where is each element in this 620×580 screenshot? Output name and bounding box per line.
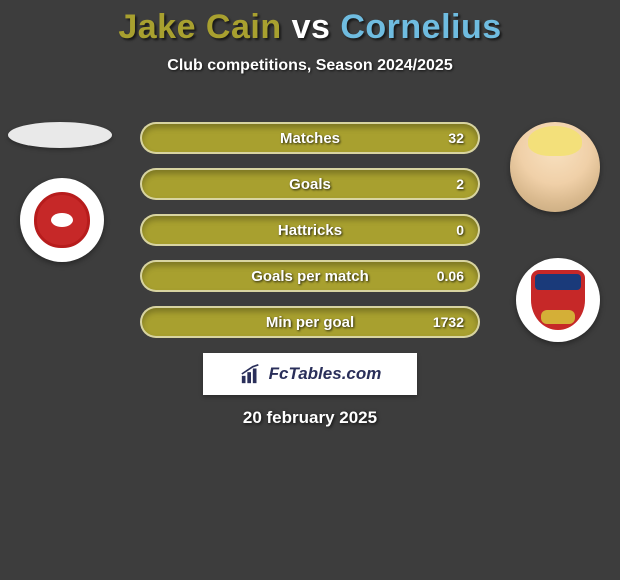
stat-label: Goals per match xyxy=(251,268,369,285)
page-title: Jake Cain vs Cornelius xyxy=(0,0,620,47)
title-player1: Jake Cain xyxy=(118,8,281,46)
stat-value: 0 xyxy=(456,222,464,238)
fctables-label: FcTables.com xyxy=(269,364,382,384)
stat-label: Min per goal xyxy=(266,314,354,331)
shield-icon xyxy=(34,192,90,248)
stat-value: 1732 xyxy=(433,314,464,330)
crest-top-icon xyxy=(535,274,581,290)
shield-icon xyxy=(531,270,585,330)
stat-label: Matches xyxy=(280,130,340,147)
stat-bar-hattricks: Hattricks 0 xyxy=(140,214,480,246)
player-right-avatar xyxy=(510,122,600,212)
stat-value: 0.06 xyxy=(437,268,464,284)
stat-value: 2 xyxy=(456,176,464,192)
stat-label: Goals xyxy=(289,176,331,193)
stat-bar-goals-per-match: Goals per match 0.06 xyxy=(140,260,480,292)
date-label: 20 february 2025 xyxy=(0,408,620,428)
stat-bar-min-per-goal: Min per goal 1732 xyxy=(140,306,480,338)
subtitle: Club competitions, Season 2024/2025 xyxy=(0,57,620,75)
title-player2: Cornelius xyxy=(340,8,501,46)
avatar-hair xyxy=(528,126,582,156)
player-left-placeholder xyxy=(8,122,112,148)
stat-label: Hattricks xyxy=(278,222,342,239)
crest-bottom-icon xyxy=(541,310,575,324)
team-crest-left xyxy=(20,178,104,262)
stat-value: 32 xyxy=(448,130,464,146)
stats-bars: Matches 32 Goals 2 Hattricks 0 Goals per… xyxy=(140,122,480,352)
title-vs: vs xyxy=(292,8,331,46)
bar-chart-icon xyxy=(239,363,263,385)
stat-bar-matches: Matches 32 xyxy=(140,122,480,154)
stat-bar-goals: Goals 2 xyxy=(140,168,480,200)
team-crest-right xyxy=(516,258,600,342)
ball-icon xyxy=(51,213,73,227)
fctables-watermark: FcTables.com xyxy=(203,353,417,395)
